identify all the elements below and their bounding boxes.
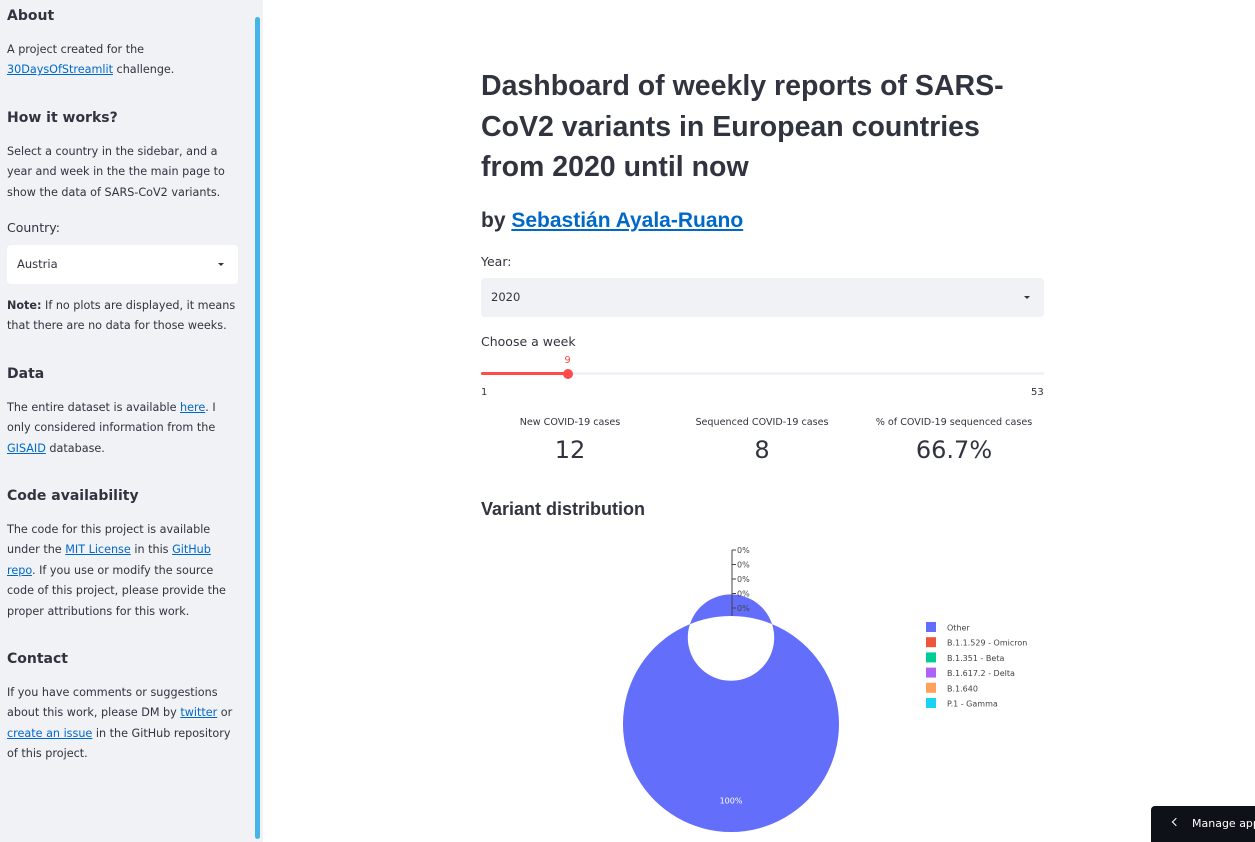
pie-outside-label: 0% bbox=[737, 561, 750, 570]
code-text: The code for this project is available u… bbox=[7, 520, 239, 622]
pie-outside-label: 0% bbox=[737, 590, 750, 599]
week-slider[interactable]: 9 bbox=[481, 355, 1044, 379]
week-label: Choose a week bbox=[481, 334, 576, 349]
legend-swatch bbox=[926, 637, 936, 648]
country-value: Austria bbox=[17, 257, 58, 271]
twitter-link[interactable]: twitter bbox=[180, 706, 218, 720]
metric-new-cases: New COVID-19 cases 12 bbox=[480, 416, 660, 470]
code-text-2: in this bbox=[130, 543, 173, 557]
code-text-1: The code for this project is available u… bbox=[7, 523, 211, 557]
code-heading: Code availability bbox=[7, 488, 139, 504]
data-text: The entire dataset is available here. I … bbox=[7, 398, 239, 459]
author-link[interactable]: Sebastián Ayala-Ruano bbox=[511, 209, 744, 232]
about-text-before: A project created for the bbox=[7, 43, 145, 56]
legend-item-label: Other bbox=[947, 624, 970, 633]
metric-value: 8 bbox=[754, 436, 770, 464]
legend-item-label: P.1 - Gamma bbox=[947, 700, 998, 709]
metric-label: % of COVID-19 sequenced cases bbox=[875, 417, 1033, 428]
contact-text-2: or bbox=[217, 706, 233, 720]
note-bold: Note: bbox=[7, 299, 42, 312]
dataset-here-link[interactable]: here bbox=[180, 401, 206, 414]
metric-value: 12 bbox=[554, 436, 586, 464]
week-slider-max: 53 bbox=[1031, 387, 1044, 398]
byline: by Sebastián Ayala-Ruano bbox=[481, 206, 743, 236]
data-heading: Data bbox=[7, 366, 45, 382]
pie-slice-label: 100% bbox=[720, 797, 743, 806]
legend-swatch bbox=[926, 667, 936, 678]
code-text-3: . If you use or modify the source code o… bbox=[7, 563, 226, 618]
note-text: Note: If no plots are displayed, it mean… bbox=[7, 296, 239, 337]
chevron-down-icon bbox=[218, 263, 224, 266]
week-slider-thumb[interactable] bbox=[562, 368, 573, 379]
mit-license-link[interactable]: MIT License bbox=[65, 543, 131, 557]
contact-text-1: If you have comments or suggestions abou… bbox=[7, 686, 218, 720]
pie-outside-label: 0% bbox=[737, 604, 750, 613]
how-text: Select a country in the sidebar, and a y… bbox=[7, 145, 225, 199]
note-body: If no plots are displayed, it means that… bbox=[7, 299, 236, 333]
metric-label: New COVID-19 cases bbox=[519, 417, 621, 428]
year-label: Year: bbox=[481, 254, 512, 269]
data-text-2: . I only considered information from the bbox=[7, 401, 216, 435]
legend-item-label: B.1.617.2 - Delta bbox=[947, 669, 1015, 678]
country-select[interactable]: Austria bbox=[7, 245, 238, 284]
contact-heading: Contact bbox=[7, 651, 68, 667]
legend-swatch bbox=[926, 682, 936, 693]
year-value: 2020 bbox=[491, 290, 521, 304]
about-text: A project created for the 30DaysOfStream… bbox=[7, 40, 239, 81]
data-text-3: database. bbox=[45, 441, 105, 455]
pie-slice bbox=[622, 594, 839, 833]
manage-app-button[interactable]: Manage app bbox=[1151, 806, 1255, 842]
country-label: Country: bbox=[7, 220, 60, 235]
week-slider-min: 1 bbox=[481, 387, 488, 398]
week-slider-fill bbox=[481, 372, 568, 375]
variant-distribution-heading: Variant distribution bbox=[481, 499, 646, 519]
byline-prefix: by bbox=[481, 209, 512, 232]
sidebar-scrollbar[interactable] bbox=[255, 17, 260, 839]
about-heading: About bbox=[7, 8, 55, 24]
metric-value: 66.7% bbox=[915, 436, 993, 464]
manage-app-label: Manage app bbox=[1192, 817, 1255, 830]
metric-sequenced-cases: Sequenced COVID-19 cases 8 bbox=[672, 416, 852, 470]
data-text-1: The entire dataset is available bbox=[7, 401, 181, 414]
legend-item-label: B.1.351 - Beta bbox=[947, 654, 1004, 663]
legend-item-label: B.1.640 bbox=[947, 684, 978, 693]
how-heading: How it works? bbox=[7, 110, 118, 126]
create-issue-link[interactable]: create an issue bbox=[7, 726, 93, 740]
contact-text-3: in the GitHub repository of this project… bbox=[7, 726, 231, 761]
metric-percent-sequenced: % of COVID-19 sequenced cases 66.7% bbox=[864, 416, 1044, 470]
gisaid-link[interactable]: GISAID bbox=[7, 441, 46, 455]
main-content: Dashboard of weekly reports of SARS-CoV2… bbox=[263, 0, 1255, 842]
github-repo-link[interactable]: GitHub repo bbox=[7, 543, 211, 577]
year-select[interactable]: 2020 bbox=[481, 278, 1044, 317]
contact-text: If you have comments or suggestions abou… bbox=[7, 683, 239, 765]
chevron-down-icon bbox=[1024, 296, 1030, 299]
thirty-days-link[interactable]: 30DaysOfStreamlit bbox=[7, 63, 113, 77]
pie-outside-label: 0% bbox=[737, 546, 750, 555]
metric-label: Sequenced COVID-19 cases bbox=[695, 417, 829, 428]
chevron-left-icon bbox=[1171, 817, 1181, 827]
week-slider-value: 9 bbox=[564, 355, 571, 366]
about-text-after: challenge. bbox=[112, 63, 175, 77]
legend-swatch bbox=[926, 652, 936, 663]
pie-outside-label: 0% bbox=[737, 575, 750, 584]
legend-swatch bbox=[926, 622, 936, 632]
page-title: Dashboard of weekly reports of SARS-CoV2… bbox=[481, 70, 1004, 183]
sidebar: About A project created for the 30DaysOf… bbox=[0, 0, 263, 842]
legend-item-label: B.1.1.529 - Omicron bbox=[947, 639, 1027, 648]
legend-swatch bbox=[926, 698, 936, 708]
